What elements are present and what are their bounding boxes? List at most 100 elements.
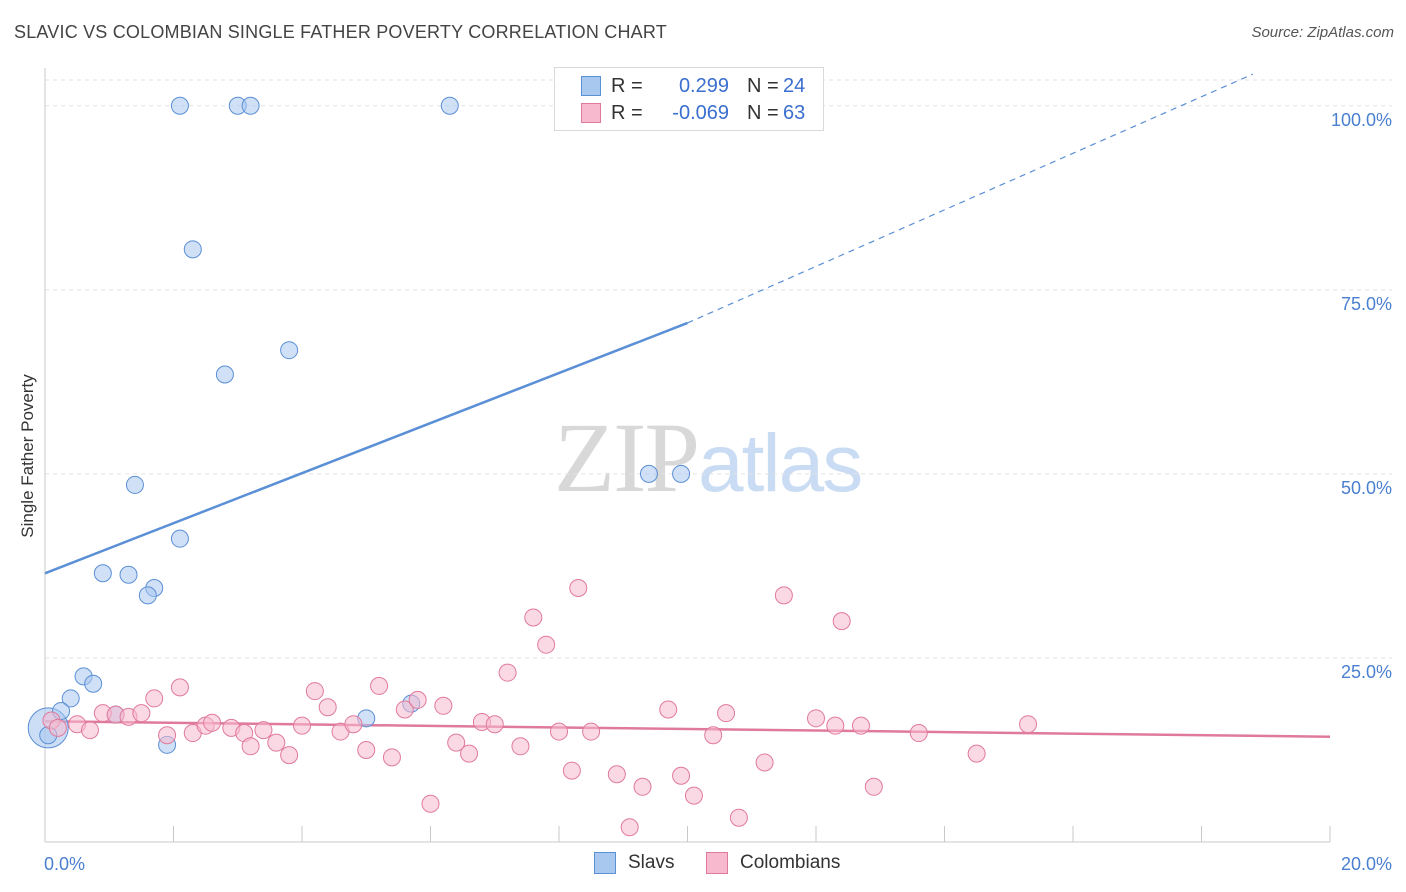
colombians-point-42 [569,579,588,597]
y-tick-label-100: 100.0% [1331,110,1392,130]
colombians-point-47 [659,700,678,719]
slavs-point-10 [170,529,189,548]
colombians-point-35 [485,715,504,734]
slavs-point-0 [170,96,189,115]
slavs-point-6 [215,365,234,384]
slavs-point-14 [138,586,157,605]
watermark: ZIPatlas [554,400,863,515]
slavs-point-7 [125,475,144,494]
slavs-point-5 [280,341,299,360]
chart-title: SLAVIC VS COLOMBIAN SINGLE FATHER POVERT… [14,22,667,42]
colombians-swatch [581,103,601,123]
colombians-point-58 [851,716,870,735]
x-tick-label-right: 20.0% [1341,854,1392,874]
legend-label-slavs: Slavs [628,852,675,873]
colombians-point-54 [774,586,793,605]
colombians-point-19 [280,746,299,765]
colombians-point-31 [434,696,453,715]
colombians-point-50 [704,726,723,745]
colombians-point-20 [293,716,311,735]
watermark-atlas: atlas [698,418,863,509]
colombians-point-56 [826,716,845,735]
y-tick-label-25: 25.0% [1341,662,1392,682]
slavs-point-2 [241,96,260,115]
colombians-point-13 [203,713,222,732]
r-value: -0.069 [672,101,729,124]
colombians-point-16 [241,737,260,756]
colombians-point-57 [832,612,851,631]
colombians-point-39 [537,635,556,654]
slavs-point-11 [93,564,112,583]
n-label: N = [747,74,779,97]
colombians-point-32 [447,733,466,752]
colombians-point-9 [158,726,177,745]
x-tick-label-left: 0.0% [44,854,85,874]
colombians-point-18 [267,733,286,752]
slavs-legend-swatch [594,852,616,874]
colombians-point-25 [357,740,376,759]
colombians-point-10 [170,678,189,697]
colombians-point-27 [382,748,401,767]
colombians-point-26 [370,676,389,695]
slavs-point-8 [639,464,658,483]
legend-item-slavs[interactable]: Slavs [594,852,674,874]
n-value: 63 [783,101,806,124]
n-label: N = [747,101,779,124]
colombians-point-59 [864,777,883,796]
slavs-point-17 [61,689,80,708]
slavs-point-3 [440,96,459,115]
colombians-point-22 [318,698,337,717]
y-tick-label-75: 75.0% [1341,294,1392,314]
r-label: R = [611,74,643,97]
colombians-point-48 [672,766,691,785]
colombians-point-46 [633,777,652,796]
colombians-point-7 [132,704,151,723]
source-label: Source: ZipAtlas.com [1251,24,1394,41]
colombians-point-53 [755,753,774,772]
legend-label-colombians: Colombians [740,852,841,873]
colombians-point-62 [1019,715,1038,734]
colombians-point-43 [582,722,601,741]
colombians-point-60 [909,724,928,743]
colombians-point-3 [80,721,99,740]
colombians-point-45 [620,818,639,837]
slavs-swatch [581,76,601,96]
colombians-point-1 [48,718,67,737]
colombians-point-55 [807,709,825,728]
colombians-point-33 [460,744,479,763]
stats-row-colombians: R = -0.069 N = 63 [581,100,805,126]
legend-item-colombians[interactable]: Colombians [706,852,840,874]
colombians-point-30 [421,794,440,813]
colombians-point-51 [717,704,736,723]
n-value: 24 [783,74,806,97]
colombians-point-29 [408,690,427,709]
colombians-point-61 [967,744,986,763]
colombians-point-28 [395,700,414,719]
trend-line-slavs [44,321,688,575]
colombians-point-41 [562,761,581,780]
colombians-point-44 [607,765,626,784]
colombians-point-17 [254,721,273,740]
r-value: 0.299 [678,74,729,97]
stats-row-slavs: R = 0.299 N = 24 [581,73,805,99]
slavs-point-9 [672,464,691,483]
y-tick-label-50: 50.0% [1341,478,1392,498]
trend-line-slavs-extension [687,73,1254,324]
colombians-point-24 [344,715,363,734]
slavs-point-12 [119,565,138,584]
colombians-point-21 [305,682,324,701]
colombians-point-52 [729,808,748,827]
colombians-point-36 [498,663,517,682]
stats-legend: R = 0.299 N = 24 R = -0.069 N = 63 [554,67,824,131]
colombians-point-49 [684,786,703,805]
colombians-legend-swatch [706,852,728,874]
colombians-point-38 [524,608,543,627]
watermark-zip: ZIP [554,402,700,513]
r-label: R = [611,101,643,124]
slavs-point-4 [183,240,202,259]
colombians-point-37 [511,737,530,756]
colombians-point-8 [145,689,164,708]
series-legend: Slavs Colombians [0,852,1406,878]
slavs-point-16 [84,674,103,693]
